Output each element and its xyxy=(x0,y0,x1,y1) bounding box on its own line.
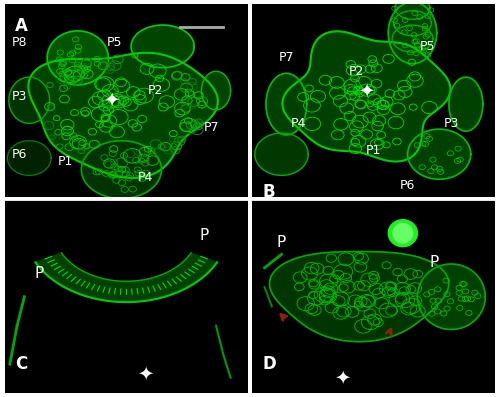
Text: A: A xyxy=(14,17,28,35)
Polygon shape xyxy=(9,77,50,123)
Polygon shape xyxy=(36,253,217,302)
Polygon shape xyxy=(418,264,486,330)
Text: P6: P6 xyxy=(400,179,415,191)
Polygon shape xyxy=(388,2,437,64)
Polygon shape xyxy=(392,25,433,52)
Text: P5: P5 xyxy=(420,40,435,53)
Polygon shape xyxy=(202,71,230,110)
Polygon shape xyxy=(47,31,108,85)
Polygon shape xyxy=(282,31,450,162)
Text: C: C xyxy=(14,355,27,372)
Text: P7: P7 xyxy=(278,51,294,64)
Text: ✦: ✦ xyxy=(138,364,154,383)
Text: ✦: ✦ xyxy=(358,81,374,100)
Text: P8: P8 xyxy=(12,36,28,49)
Text: P1: P1 xyxy=(366,144,382,157)
Text: P1: P1 xyxy=(58,155,74,168)
Text: B: B xyxy=(262,183,275,201)
Polygon shape xyxy=(408,129,470,179)
Polygon shape xyxy=(449,77,483,131)
Polygon shape xyxy=(28,53,218,178)
Text: P: P xyxy=(34,266,43,281)
Text: P: P xyxy=(430,254,439,270)
Text: D: D xyxy=(262,355,276,372)
Text: P3: P3 xyxy=(444,117,459,130)
Text: P7: P7 xyxy=(204,121,219,134)
Text: P2: P2 xyxy=(148,84,163,97)
Polygon shape xyxy=(270,252,449,342)
Polygon shape xyxy=(131,25,194,67)
Polygon shape xyxy=(395,0,430,19)
Polygon shape xyxy=(266,73,307,135)
Text: P2: P2 xyxy=(349,65,364,78)
Text: ✦: ✦ xyxy=(334,368,350,387)
Text: P3: P3 xyxy=(12,90,27,103)
Text: P: P xyxy=(277,235,286,250)
Polygon shape xyxy=(394,11,432,36)
Polygon shape xyxy=(8,141,51,175)
Text: P4: P4 xyxy=(291,117,306,130)
Text: P6: P6 xyxy=(12,148,27,161)
Polygon shape xyxy=(393,224,412,243)
Text: P: P xyxy=(200,227,208,243)
Polygon shape xyxy=(388,220,418,247)
Polygon shape xyxy=(255,133,308,175)
Text: P4: P4 xyxy=(138,171,154,184)
Text: P5: P5 xyxy=(106,36,122,49)
Text: ✦: ✦ xyxy=(104,91,120,110)
Polygon shape xyxy=(82,141,162,198)
